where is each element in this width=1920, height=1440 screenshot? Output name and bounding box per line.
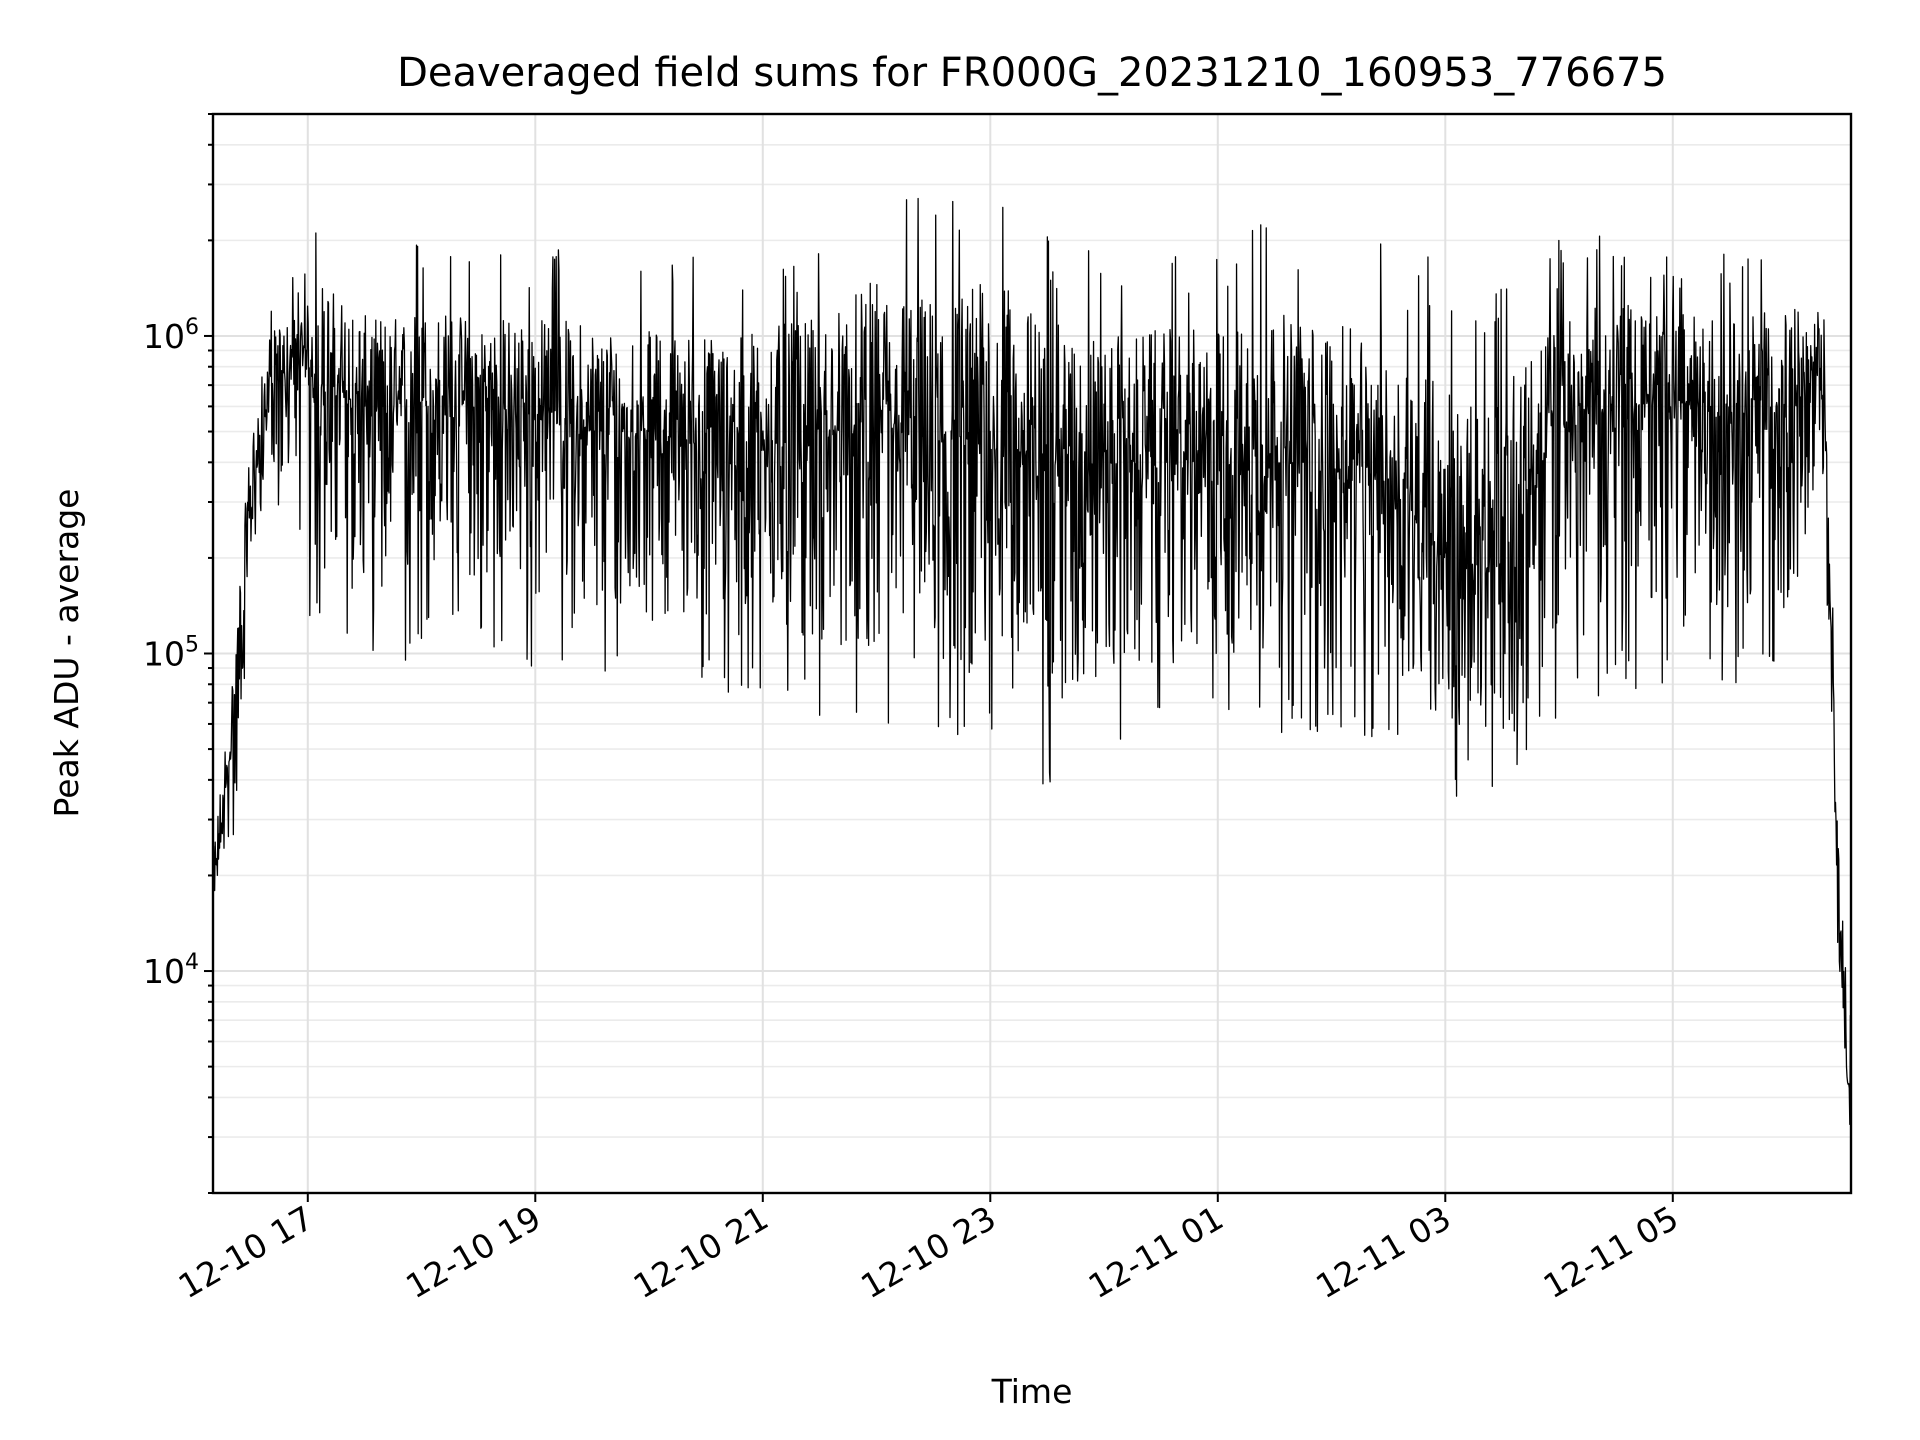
y-tick-label: 104	[143, 950, 199, 991]
y-tick-label: 105	[143, 633, 199, 674]
y-axis: 104 105 106	[143, 113, 213, 1194]
plot-area	[212, 197, 1852, 1145]
x-axis-label: Time	[991, 1372, 1073, 1411]
y-axis-label: Peak ADU - average	[47, 489, 86, 818]
y-tick-label: 106	[143, 315, 199, 356]
series-line	[212, 197, 1852, 1145]
chart-title: Deaveraged field sums for FR000G_2023121…	[397, 50, 1667, 96]
